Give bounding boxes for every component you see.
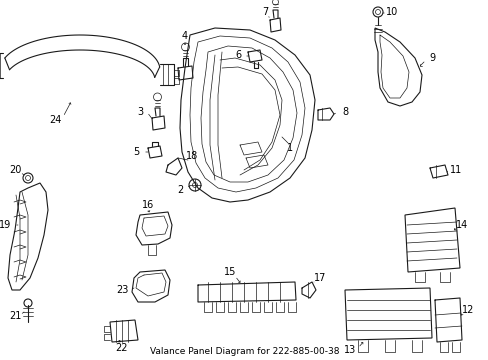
- Text: 12: 12: [461, 305, 473, 315]
- Text: 4: 4: [182, 31, 188, 41]
- Text: 2: 2: [177, 185, 183, 195]
- Text: 1: 1: [286, 143, 292, 153]
- Text: 15: 15: [224, 267, 236, 277]
- Text: 7: 7: [262, 7, 267, 17]
- Text: 13: 13: [343, 345, 355, 355]
- Text: 24: 24: [49, 115, 61, 125]
- Text: 9: 9: [428, 53, 434, 63]
- Text: 16: 16: [142, 200, 154, 210]
- Text: 8: 8: [341, 107, 347, 117]
- Text: 18: 18: [185, 151, 198, 161]
- Text: 11: 11: [449, 165, 461, 175]
- Text: 19: 19: [0, 220, 11, 230]
- Text: 3: 3: [137, 107, 143, 117]
- Text: 20: 20: [9, 165, 21, 175]
- Text: 17: 17: [313, 273, 325, 283]
- Text: 10: 10: [385, 7, 397, 17]
- Text: 6: 6: [234, 50, 241, 60]
- Text: 23: 23: [116, 285, 128, 295]
- Text: 21: 21: [9, 311, 21, 321]
- Text: 22: 22: [116, 343, 128, 353]
- Text: Valance Panel Diagram for 222-885-00-38: Valance Panel Diagram for 222-885-00-38: [149, 347, 339, 356]
- Text: 14: 14: [455, 220, 467, 230]
- Text: 5: 5: [133, 147, 139, 157]
